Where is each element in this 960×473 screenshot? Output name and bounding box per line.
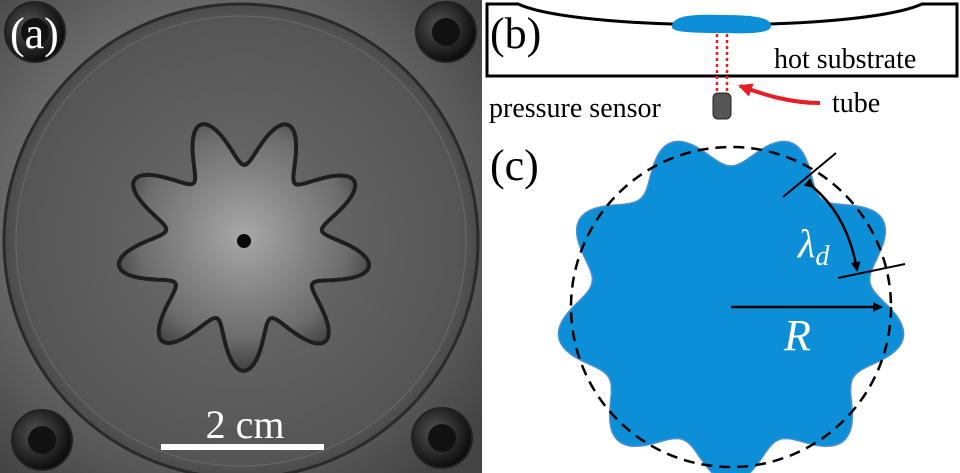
panel-a-photo: (a) 2 cm xyxy=(0,0,482,473)
tick-top xyxy=(782,152,837,198)
panel-b-label: (b) xyxy=(490,9,541,58)
screw-top-left xyxy=(4,1,66,63)
droplet-cross-section xyxy=(672,14,771,34)
disk-ring xyxy=(15,15,467,467)
panel-c-label: (c) xyxy=(490,141,539,190)
scale-bar-label: 2 cm xyxy=(206,402,285,447)
substrate-label: hot substrate xyxy=(774,44,916,75)
wavelength-label: λd xyxy=(797,221,830,272)
screw-bottom-right xyxy=(411,407,473,469)
wavelength-arc-arrow xyxy=(803,178,861,272)
screw-bottom-left xyxy=(11,409,73,471)
screw-top-right xyxy=(415,1,477,63)
tube xyxy=(715,34,729,93)
pressure-sensor-icon xyxy=(712,92,732,120)
tube-arrow xyxy=(738,83,821,105)
radius-label: R xyxy=(783,311,811,360)
panel-b-schematic: (b) hot substrate pressure sensor tube xyxy=(485,2,959,124)
panel-a-label: (a) xyxy=(10,9,59,58)
panel-c-diagram: (c) λd R xyxy=(490,140,906,473)
scale-bar xyxy=(161,444,324,450)
tube-label: tube xyxy=(832,88,880,119)
pressure-sensor-label: pressure sensor xyxy=(489,93,662,124)
tick-bottom xyxy=(837,263,906,279)
mean-radius-circle xyxy=(569,145,893,469)
pressure-port-hole xyxy=(237,234,251,248)
